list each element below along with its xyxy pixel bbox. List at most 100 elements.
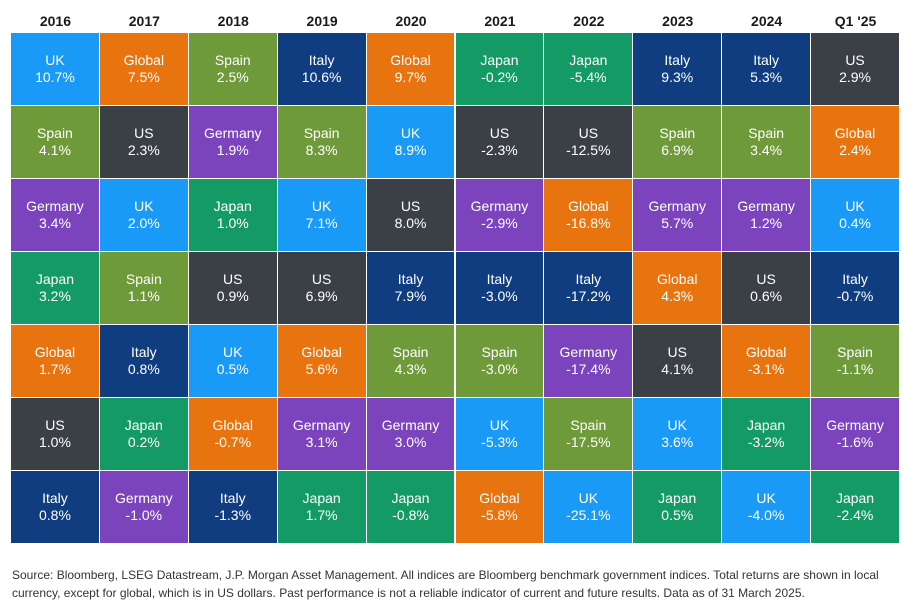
country-label: Spain bbox=[303, 125, 340, 141]
country-label: Japan bbox=[569, 52, 608, 68]
return-value: 1.0% bbox=[216, 215, 249, 231]
country-label: Japan bbox=[124, 417, 163, 433]
return-value: 3.6% bbox=[661, 434, 694, 450]
return-cell: Japan -3.2% bbox=[722, 398, 812, 471]
country-label: Germany bbox=[203, 125, 262, 141]
return-cell: Japan -0.2% bbox=[455, 33, 545, 106]
return-value: -3.0% bbox=[481, 361, 518, 377]
return-cell: US 0.6% bbox=[722, 252, 812, 325]
country-label: Global bbox=[301, 344, 342, 360]
return-value: 3.1% bbox=[305, 434, 338, 450]
return-cell: Global -16.8% bbox=[544, 179, 634, 252]
return-value: 4.1% bbox=[661, 361, 694, 377]
return-value: 1.0% bbox=[38, 434, 71, 450]
return-cell: Japan -2.4% bbox=[811, 471, 900, 544]
year-header: 2017 bbox=[128, 13, 160, 29]
country-label: Italy bbox=[842, 271, 868, 287]
return-value: 7.9% bbox=[394, 288, 427, 304]
return-value: 4.3% bbox=[661, 288, 694, 304]
return-value: 2.5% bbox=[216, 69, 249, 85]
return-value: 1.9% bbox=[216, 142, 249, 158]
return-cell: Italy -3.0% bbox=[455, 252, 545, 325]
country-label: US bbox=[756, 271, 776, 287]
return-cell: Global -0.7% bbox=[188, 398, 278, 471]
return-cell: UK 10.7% bbox=[11, 33, 100, 106]
country-label: UK bbox=[756, 490, 776, 506]
year-header: 2020 bbox=[395, 13, 427, 29]
country-label: US bbox=[845, 52, 865, 68]
return-value: 0.2% bbox=[127, 434, 160, 450]
return-cell: Italy -1.3% bbox=[188, 471, 278, 544]
return-value: 10.6% bbox=[301, 69, 342, 85]
country-label: Global bbox=[568, 198, 609, 214]
return-value: 6.9% bbox=[305, 288, 338, 304]
country-label: Germany bbox=[737, 198, 795, 214]
return-cell: Spain 1.1% bbox=[99, 252, 189, 325]
return-value: -1.6% bbox=[836, 434, 874, 450]
return-cell: Italy 10.6% bbox=[277, 33, 367, 106]
country-label: Germany bbox=[470, 198, 529, 214]
return-cell: Spain -1.1% bbox=[811, 325, 900, 398]
country-label: UK bbox=[134, 198, 154, 214]
return-value: -0.8% bbox=[392, 507, 429, 523]
country-label: Japan bbox=[835, 490, 875, 506]
country-label: Germany bbox=[648, 198, 707, 214]
return-value: -3.2% bbox=[747, 434, 785, 450]
return-value: 7.5% bbox=[127, 69, 160, 85]
return-cell: UK 3.6% bbox=[633, 398, 723, 471]
return-value: -12.5% bbox=[566, 142, 611, 158]
country-label: Germany bbox=[559, 344, 618, 360]
return-value: 3.2% bbox=[38, 288, 71, 304]
return-value: -0.7% bbox=[214, 434, 252, 450]
return-value: -3.0% bbox=[481, 288, 518, 304]
return-cell: US -2.3% bbox=[455, 106, 545, 179]
return-cell: US 1.0% bbox=[11, 398, 100, 471]
return-cell: US 4.1% bbox=[633, 325, 723, 398]
return-cell: Germany 3.4% bbox=[11, 179, 100, 252]
return-cell: UK 0.5% bbox=[188, 325, 278, 398]
return-cell: US 6.9% bbox=[277, 252, 367, 325]
country-label: UK bbox=[489, 417, 510, 433]
country-label: UK bbox=[845, 198, 865, 214]
country-label: US bbox=[578, 125, 599, 141]
country-label: Spain bbox=[125, 271, 162, 287]
return-cell: Japan 0.2% bbox=[99, 398, 189, 471]
return-value: 9.7% bbox=[394, 69, 427, 85]
return-cell: Global 9.7% bbox=[366, 33, 456, 106]
country-label: Italy bbox=[753, 52, 779, 68]
country-label: Spain bbox=[837, 344, 873, 360]
return-cell: Italy 5.3% bbox=[722, 33, 812, 106]
return-value: 5.6% bbox=[305, 361, 338, 377]
return-value: -3.1% bbox=[747, 361, 785, 377]
return-value: 1.7% bbox=[305, 507, 338, 523]
country-label: Japan bbox=[35, 271, 75, 287]
return-cell: Italy 0.8% bbox=[99, 325, 189, 398]
return-value: 0.8% bbox=[38, 507, 71, 523]
return-value: -5.4% bbox=[570, 69, 607, 85]
return-cell: US 2.3% bbox=[99, 106, 189, 179]
return-cell: Italy 7.9% bbox=[366, 252, 456, 325]
return-value: -5.8% bbox=[481, 507, 518, 523]
country-label: US bbox=[667, 344, 687, 360]
return-value: 5.7% bbox=[661, 215, 694, 231]
country-label: Italy bbox=[664, 52, 691, 68]
return-cell: Japan -0.8% bbox=[366, 471, 456, 544]
return-value: 0.5% bbox=[216, 361, 249, 377]
return-cell: Italy 9.3% bbox=[633, 33, 723, 106]
country-label: Global bbox=[34, 344, 76, 360]
country-label: Italy bbox=[308, 52, 335, 68]
return-cell: US 2.9% bbox=[811, 33, 900, 106]
return-cell: Germany 5.7% bbox=[633, 179, 723, 252]
country-label: Italy bbox=[397, 271, 424, 287]
country-label: Italy bbox=[486, 271, 513, 287]
return-value: -17.2% bbox=[566, 288, 611, 304]
country-label: Japan bbox=[302, 490, 341, 506]
return-value: 0.8% bbox=[127, 361, 160, 377]
return-cell: Italy 0.8% bbox=[11, 471, 100, 544]
return-value: 8.3% bbox=[305, 142, 338, 158]
return-cell: Spain -3.0% bbox=[455, 325, 545, 398]
return-value: 4.3% bbox=[394, 361, 427, 377]
return-value: 5.3% bbox=[750, 69, 783, 85]
return-cell: Germany 1.2% bbox=[722, 179, 812, 252]
country-label: Italy bbox=[130, 344, 157, 360]
